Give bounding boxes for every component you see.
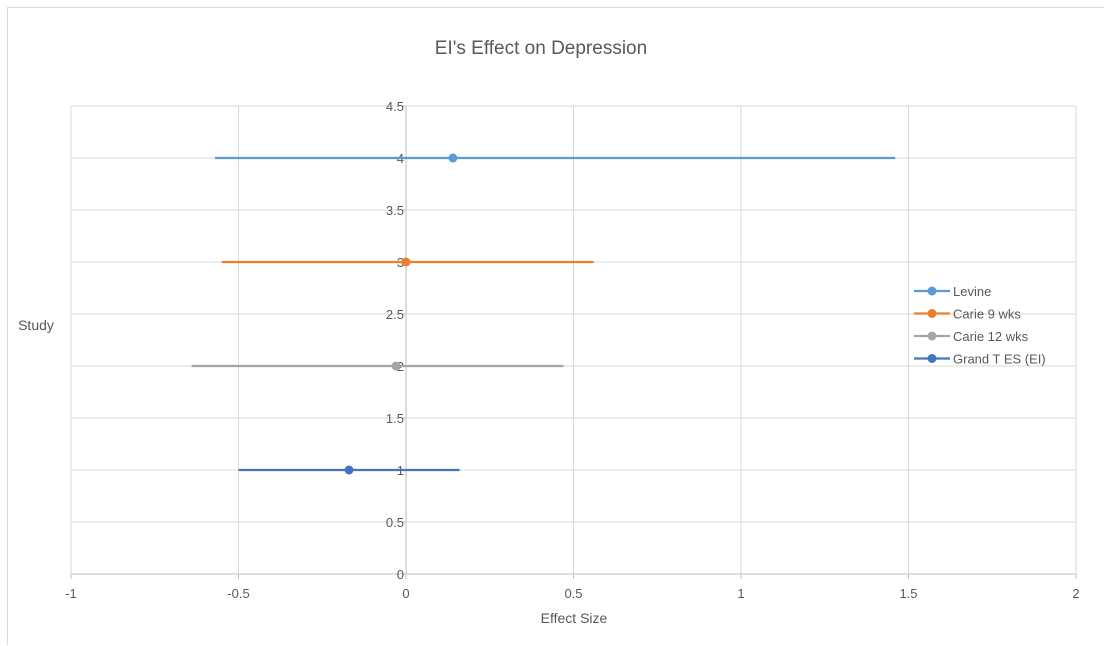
series-carie-9-wks xyxy=(221,257,594,267)
series-layer xyxy=(191,153,896,475)
x-tick-labels: -1 -0.5 0 0.5 1 1.5 2 xyxy=(65,586,1079,601)
y-tick-label: 0.5 xyxy=(386,515,404,530)
y-tick-label: 0 xyxy=(397,567,404,582)
legend-marker xyxy=(927,309,937,318)
legend-label: Levine xyxy=(953,284,991,299)
series-grand-t-es-ei xyxy=(238,465,460,475)
legend-marker xyxy=(927,286,937,296)
legend-item: Carie 12 wks xyxy=(914,329,1029,344)
legend: Levine Carie 9 wks Carie 12 wks Grand T ES … xyxy=(914,284,1046,367)
y-tick-label: 4.5 xyxy=(386,99,404,114)
y-axis-label: Study xyxy=(18,317,54,333)
legend-label: Carie 12 wks xyxy=(953,329,1029,344)
data-point xyxy=(401,257,411,267)
grid xyxy=(70,105,1077,579)
x-tick-label: 2 xyxy=(1072,586,1079,601)
x-tick-label: -1 xyxy=(65,586,77,601)
y-tick-label: 3.5 xyxy=(386,203,404,218)
x-tick-label: 0.5 xyxy=(564,586,582,601)
x-tick-label: 1.5 xyxy=(899,586,917,601)
legend-marker xyxy=(927,331,937,341)
data-point xyxy=(344,465,354,475)
data-point xyxy=(448,153,458,163)
chart-frame xyxy=(7,7,1104,645)
legend-item: Grand T ES (EI) xyxy=(914,352,1046,367)
series-carie-12-wks xyxy=(191,361,564,371)
legend-item: Carie 9 wks xyxy=(914,307,1021,322)
x-axis-label: Effect Size xyxy=(541,610,608,626)
data-point xyxy=(391,361,401,371)
series-levine xyxy=(215,153,896,163)
legend-item: Levine xyxy=(914,284,991,299)
x-tick-label: -0.5 xyxy=(227,586,249,601)
y-tick-label: 2.5 xyxy=(386,307,404,322)
y-tick-label: 1.5 xyxy=(386,411,404,426)
y-tick-labels: 00.511.522.533.544.5 xyxy=(386,99,404,582)
x-tick-label: 1 xyxy=(737,586,744,601)
chart-title: EI's Effect on Depression xyxy=(435,38,647,59)
legend-label: Carie 9 wks xyxy=(953,307,1021,322)
legend-marker xyxy=(927,354,937,363)
legend-label: Grand T ES (EI) xyxy=(953,352,1046,367)
x-tick-label: 0 xyxy=(402,586,409,601)
